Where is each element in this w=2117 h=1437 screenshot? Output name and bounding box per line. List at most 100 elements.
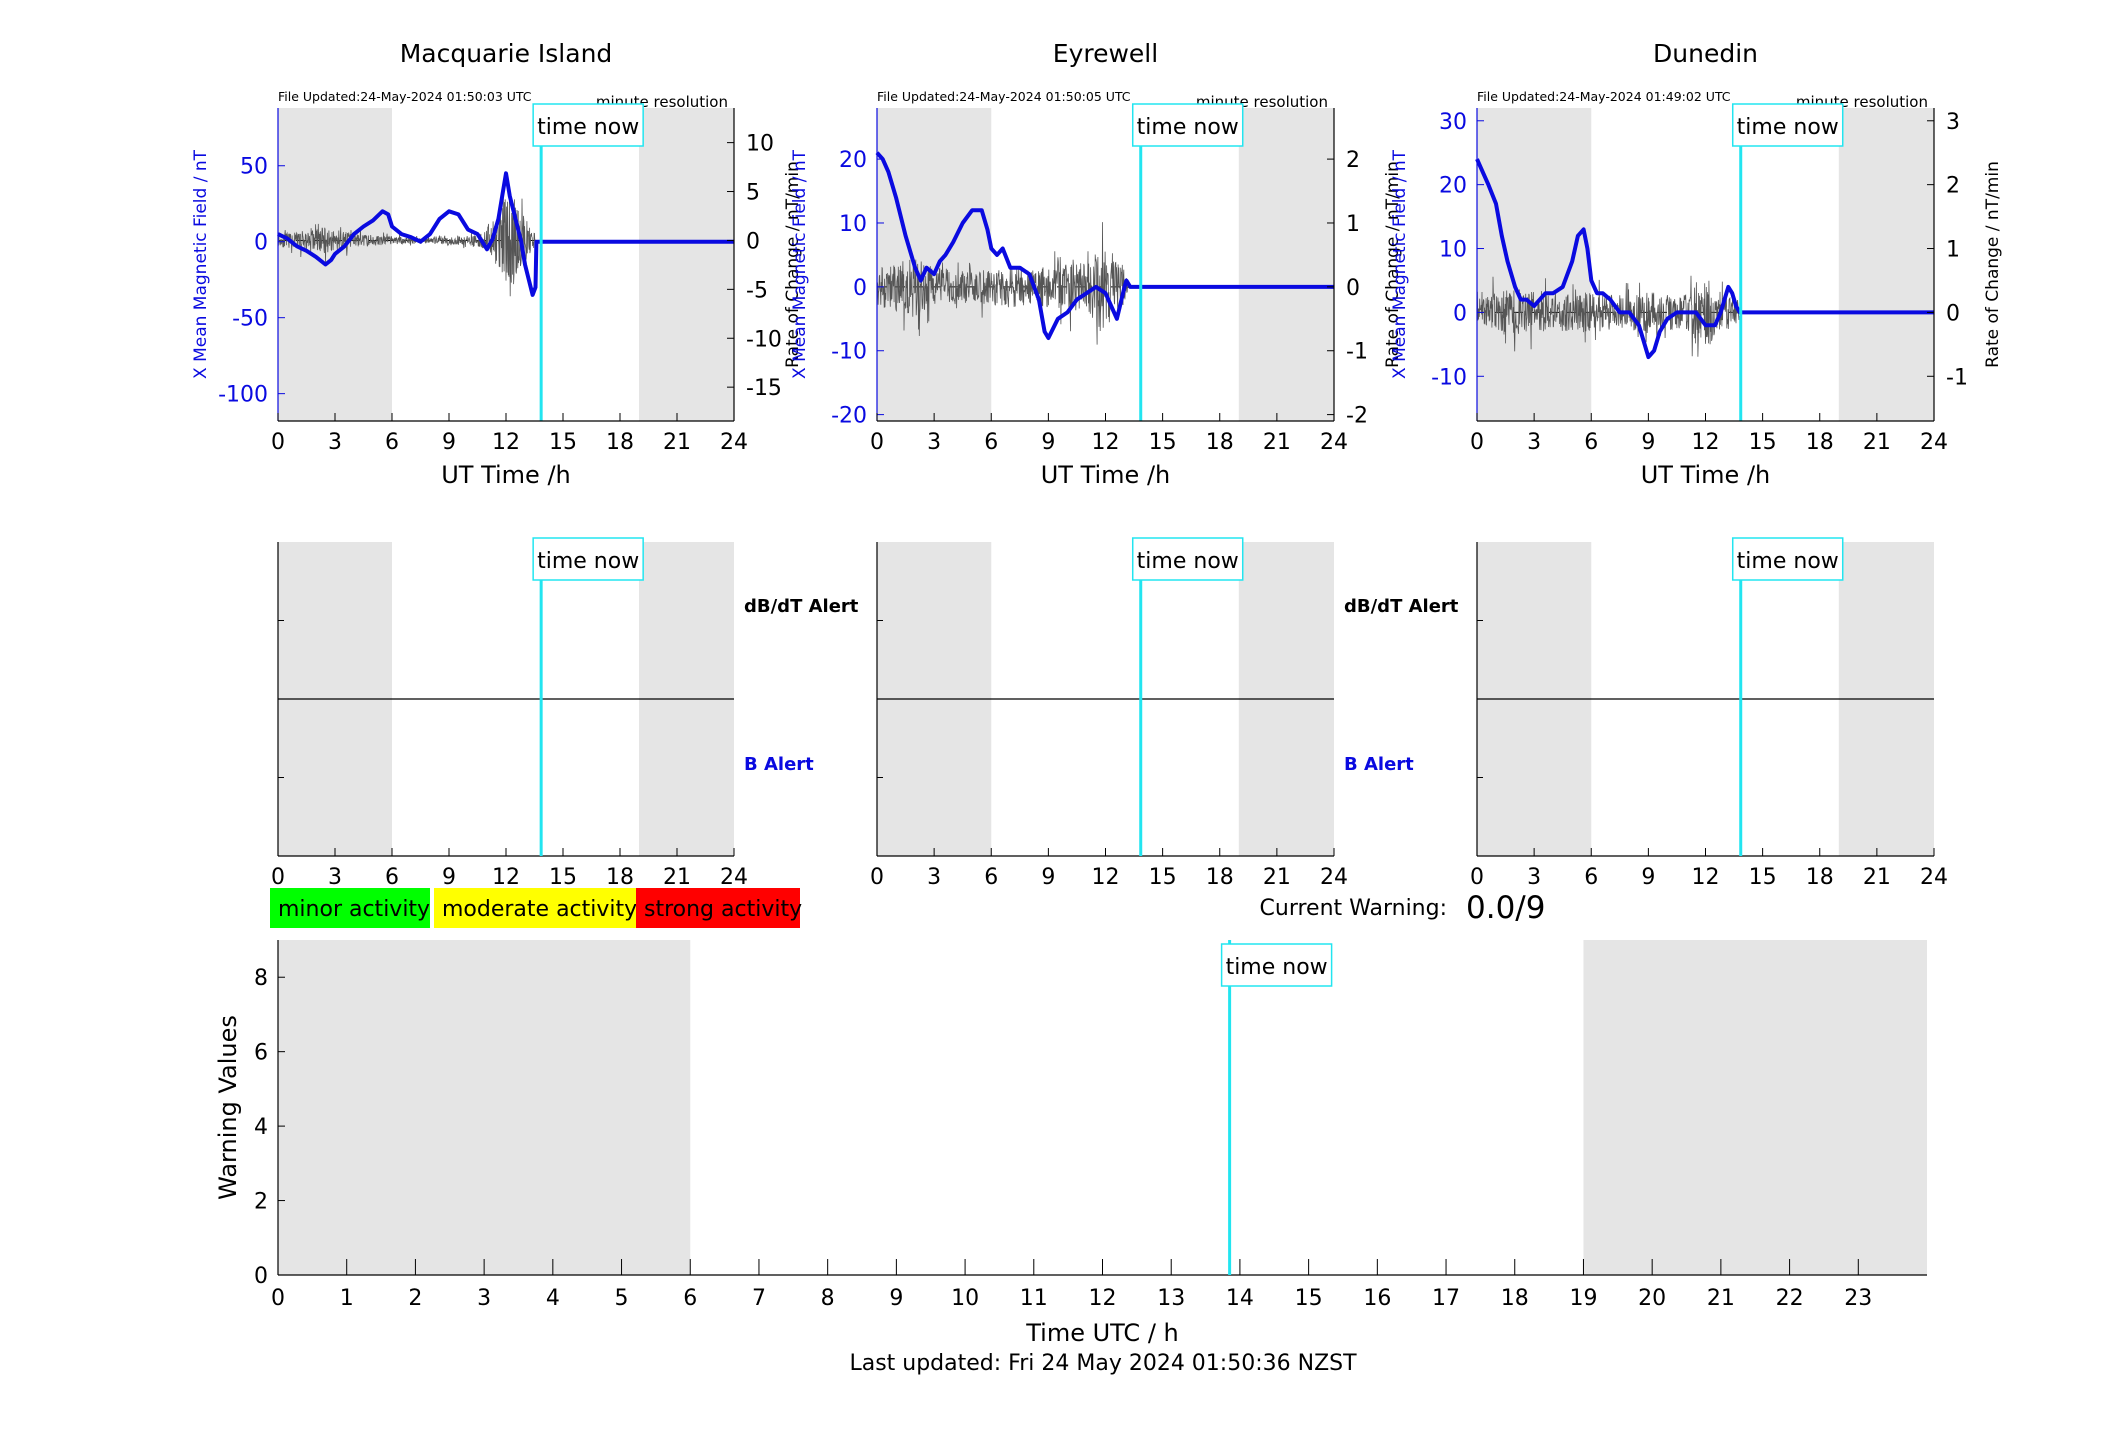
station-1-xtick-label: 12 xyxy=(1092,430,1120,455)
legend-label: strong activity xyxy=(644,897,802,922)
rate-of-change-trace xyxy=(277,194,536,297)
alert-1-xtick-label: 12 xyxy=(1092,865,1120,890)
time-now-label: time now xyxy=(1226,955,1328,980)
station-2-xtick-label: 6 xyxy=(1584,430,1598,455)
left-ytick-label: 20 xyxy=(1439,174,1467,199)
right-ytick-label: 10 xyxy=(746,132,774,157)
alert-1-xtick-label: 21 xyxy=(1263,865,1291,890)
station-2-xtick-label: 9 xyxy=(1641,430,1655,455)
xtick-label: 6 xyxy=(683,1286,697,1311)
alert-2-xtick-label: 21 xyxy=(1863,865,1891,890)
station-title: Macquarie Island xyxy=(400,39,613,68)
xtick-label: 19 xyxy=(1569,1286,1597,1311)
time-now-label: time now xyxy=(537,115,639,140)
alert-1-xtick-label: 6 xyxy=(984,865,998,890)
time-now-box xyxy=(532,537,644,581)
station-1-xtick-label: 21 xyxy=(1263,430,1291,455)
field-trace xyxy=(1475,158,1934,360)
station-2-xtick-label: 24 xyxy=(1920,430,1948,455)
left-ytick-label: -50 xyxy=(232,307,268,332)
night-shading xyxy=(877,108,992,421)
xtick-label: 0 xyxy=(271,1286,285,1311)
xtick-label: 17 xyxy=(1432,1286,1460,1311)
alert-1-xtick-label: 24 xyxy=(1320,865,1348,890)
right-ytick-label: -15 xyxy=(746,376,782,401)
time-now-label: time now xyxy=(1137,115,1239,140)
time-now-label: time now xyxy=(1137,549,1239,574)
right-axis-label: Rate of Change / nT/min xyxy=(783,161,803,368)
file-updated-text: File Updated:24-May-2024 01:50:03 UTC xyxy=(278,89,532,104)
b-alert-label: B Alert xyxy=(744,754,814,775)
right-ytick-label: -2 xyxy=(1346,404,1368,429)
station-1-xtick-label: 15 xyxy=(1149,430,1177,455)
xtick-label: 21 xyxy=(1707,1286,1735,1311)
station-2-xtick-label: 15 xyxy=(1749,430,1777,455)
station-0-xtick-label: 9 xyxy=(442,430,456,455)
alert-0-xtick-label: 21 xyxy=(663,865,691,890)
xtick-label: 8 xyxy=(821,1286,835,1311)
xtick-label: 11 xyxy=(1020,1286,1048,1311)
ytick-label: 6 xyxy=(254,1041,268,1066)
alert-panel-1: time now dB/dT Alert B Alert 0 3 6 9 12 15 18 21 24 xyxy=(870,537,1459,890)
alert-0-xtick-label: 24 xyxy=(720,865,748,890)
alert-2-xtick-label: 12 xyxy=(1692,865,1720,890)
ytick-label: 4 xyxy=(254,1115,268,1140)
time-now-box xyxy=(1731,537,1844,581)
night-shading xyxy=(1838,108,1934,421)
station-2-xtick-label: 21 xyxy=(1863,430,1891,455)
station-0-xtick-label: 15 xyxy=(549,430,577,455)
station-1-xtick-label: 6 xyxy=(984,430,998,455)
station-0-xtick-label: 0 xyxy=(271,430,285,455)
station-1-xtick-label: 18 xyxy=(1206,430,1234,455)
right-axis-label: Rate of Change / nT/min xyxy=(1983,161,2003,368)
xtick-label: 4 xyxy=(546,1286,560,1311)
right-ytick-label: -10 xyxy=(746,327,782,352)
alert-1-xtick-label: 0 xyxy=(870,865,884,890)
alert-0-xtick-label: 6 xyxy=(385,865,399,890)
station-1-xtick-label: 9 xyxy=(1041,430,1055,455)
time-now-box xyxy=(1131,537,1244,581)
left-ytick-label: -10 xyxy=(831,340,867,365)
time-now-box xyxy=(1731,103,1844,147)
right-ytick-label: 5 xyxy=(746,181,760,206)
alert-2-xtick-label: 9 xyxy=(1641,865,1655,890)
field-trace xyxy=(875,151,1334,340)
right-ytick-label: 0 xyxy=(1946,301,1960,326)
alert-1-xtick-label: 9 xyxy=(1041,865,1055,890)
dbdt-alert-label: dB/dT Alert xyxy=(1344,596,1459,617)
time-now-box xyxy=(532,103,644,147)
file-updated-text: File Updated:24-May-2024 01:49:02 UTC xyxy=(1477,89,1731,104)
station-title: Eyrewell xyxy=(1053,39,1158,68)
station-0-xtick-label: 18 xyxy=(606,430,634,455)
xtick-label: 3 xyxy=(477,1286,491,1311)
night-shading xyxy=(1477,108,1592,421)
left-ytick-label: 50 xyxy=(240,155,268,180)
dbdt-alert-label: dB/dT Alert xyxy=(744,596,859,617)
x-axis-label: Time UTC / h xyxy=(1025,1319,1179,1347)
time-now-label: time now xyxy=(537,549,639,574)
xtick-label: 18 xyxy=(1501,1286,1529,1311)
xtick-label: 13 xyxy=(1157,1286,1185,1311)
station-0-xtick-label: 24 xyxy=(720,430,748,455)
x-axis-label: UT Time /h xyxy=(441,461,571,489)
left-ytick-label: -20 xyxy=(831,404,867,429)
current-warning-value: 0.0/9 xyxy=(1466,890,1545,926)
left-ytick-label: -10 xyxy=(1431,365,1467,390)
station-0-xtick-label: 3 xyxy=(328,430,342,455)
station-1-xtick-label: 0 xyxy=(870,430,884,455)
left-ytick-label: 30 xyxy=(1439,110,1467,135)
left-ytick-label: -100 xyxy=(218,383,268,408)
station-0-xtick-label: 6 xyxy=(385,430,399,455)
alert-0-xtick-label: 0 xyxy=(271,865,285,890)
station-title: Dunedin xyxy=(1653,39,1758,68)
legend-label: moderate activity xyxy=(442,897,637,922)
night-shading xyxy=(278,940,691,1275)
night-shading xyxy=(1583,940,1927,1275)
time-now-label: time now xyxy=(1737,549,1839,574)
b-alert-label: B Alert xyxy=(1344,754,1414,775)
right-ytick-label: 1 xyxy=(1346,212,1360,237)
x-axis-label: UT Time /h xyxy=(1041,461,1171,489)
